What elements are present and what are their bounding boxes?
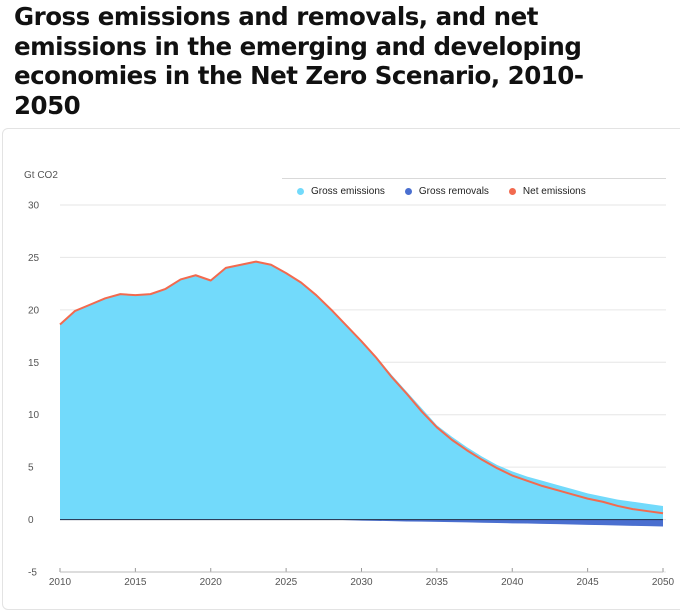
area-gross-removals[interactable] — [60, 519, 663, 527]
legend-marker-gross-emissions — [297, 188, 304, 195]
y-tick-label: 10 — [28, 410, 40, 421]
y-tick-label: -5 — [28, 568, 37, 579]
x-tick-label: 2010 — [49, 577, 72, 588]
x-tick-label: 2030 — [350, 577, 373, 588]
legend-item-net-emissions[interactable]: Net emissions — [508, 186, 586, 197]
legend-label-gross-removals: Gross removals — [418, 186, 489, 197]
chart-areas — [60, 261, 663, 527]
y-tick-label: 15 — [28, 358, 40, 369]
area-gross-emissions[interactable] — [60, 261, 663, 520]
y-tick-label: 20 — [28, 305, 40, 316]
x-tick-label: 2035 — [426, 577, 449, 588]
legend-item-gross-removals[interactable]: Gross removals — [404, 186, 489, 197]
x-tick-label: 2025 — [275, 577, 298, 588]
chart-legend: Gross emissions Gross removals Net emiss… — [282, 178, 666, 204]
legend-label-net-emissions: Net emissions — [522, 186, 586, 197]
y-axis-label: Gt CO2 — [24, 170, 58, 181]
legend-marker-net-emissions — [508, 188, 516, 195]
x-tick-label: 2050 — [652, 577, 675, 588]
y-tick-label: 0 — [28, 515, 34, 526]
y-tick-label: 25 — [28, 253, 40, 264]
legend-marker-gross-removals — [404, 188, 412, 195]
x-tick-label: 2040 — [501, 577, 524, 588]
chart-lines — [59, 260, 664, 521]
x-tick-label: 2015 — [124, 577, 147, 588]
legend-label-gross-emissions: Gross emissions — [311, 186, 385, 197]
x-tick-label: 2045 — [577, 577, 600, 588]
legend-item-gross-emissions[interactable]: Gross emissions — [297, 186, 385, 197]
chart-title: Gross emissions and removals, and net em… — [14, 2, 584, 120]
y-tick-label: 30 — [28, 201, 40, 212]
line-net-emissions[interactable] — [59, 260, 664, 515]
x-tick-label: 2020 — [200, 577, 223, 588]
y-tick-label: 5 — [28, 463, 34, 474]
